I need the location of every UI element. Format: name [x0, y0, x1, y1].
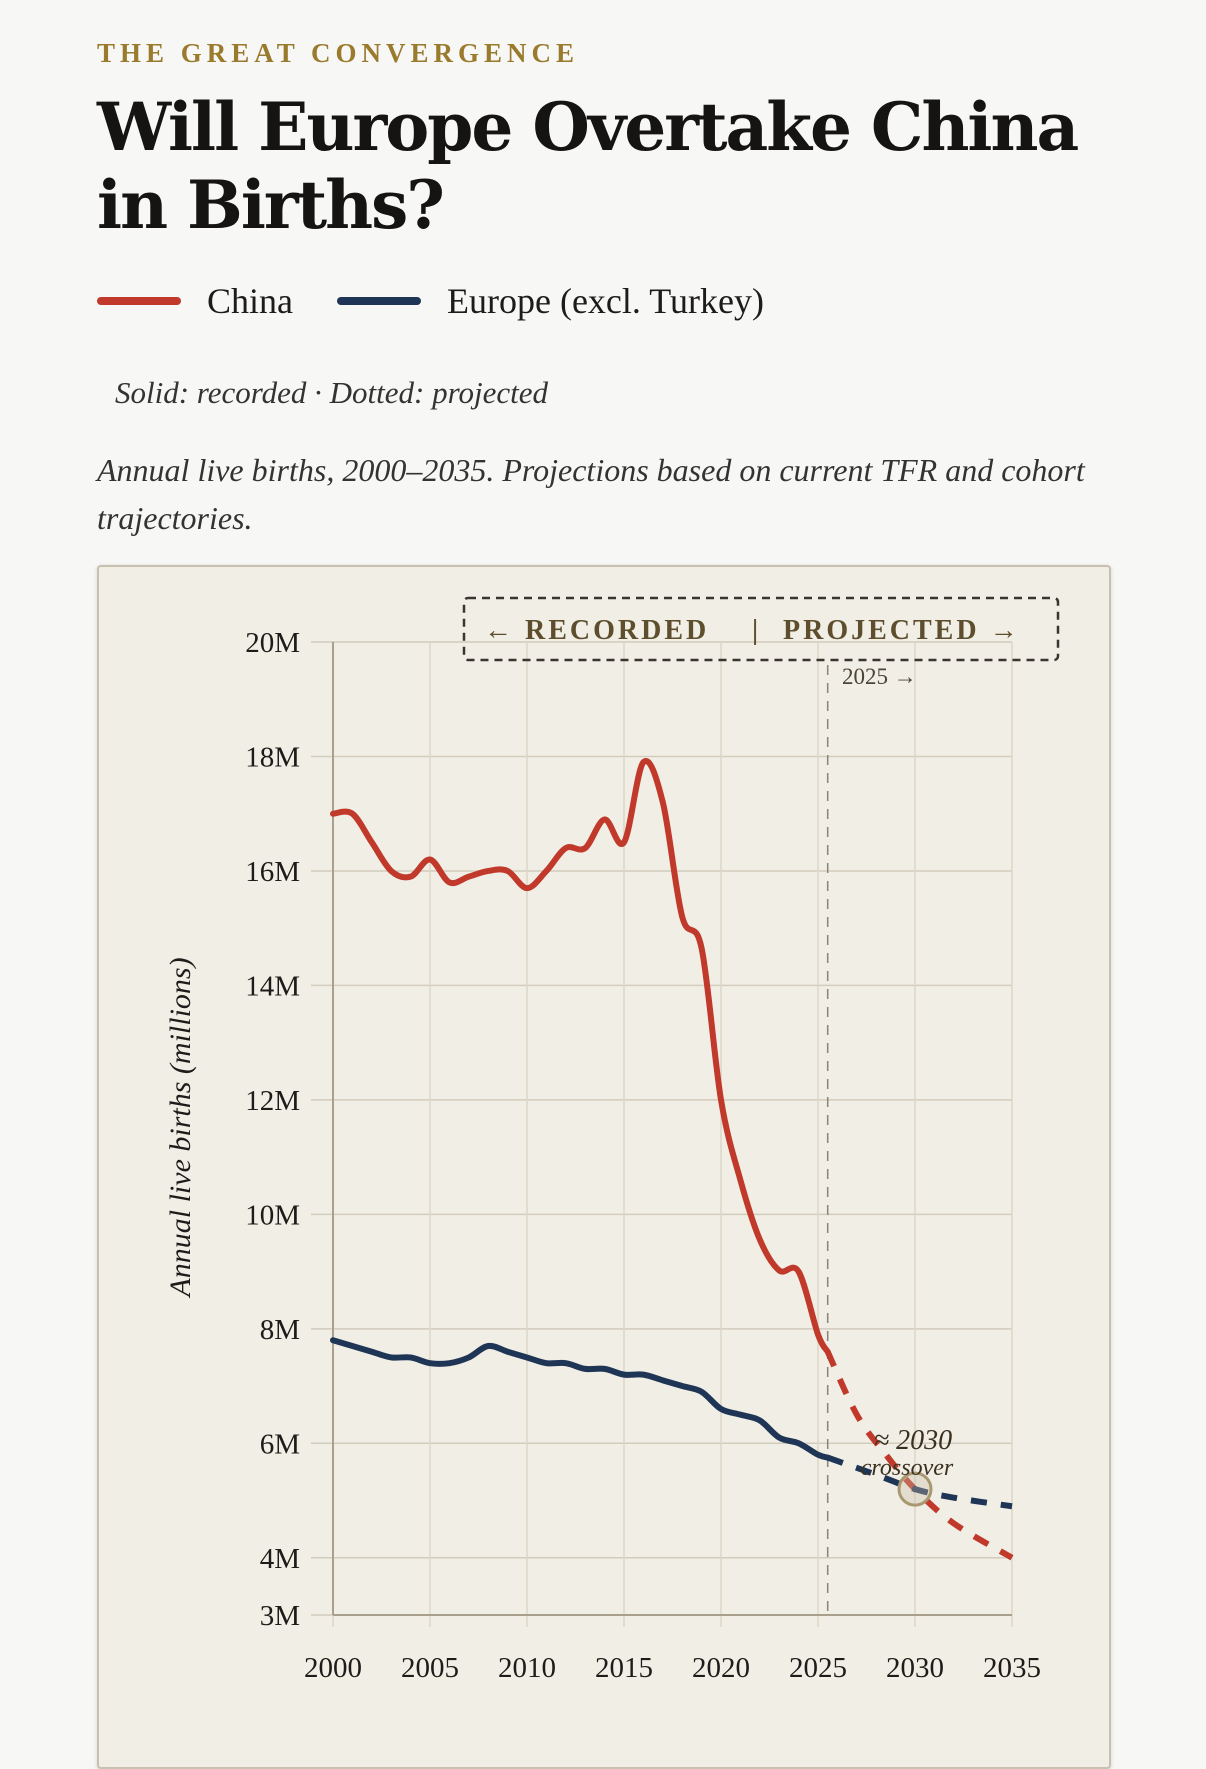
x-tick-label: 2015 [595, 1652, 653, 1684]
page-title: Will Europe Overtake China in Births? [97, 88, 1079, 244]
legend: China Europe (excl. Turkey) [97, 280, 808, 322]
series-line-china-projected [824, 1350, 1014, 1561]
band-recorded-label: ← RECORDED [484, 615, 709, 646]
chart-card [97, 565, 1111, 1769]
series-line-europe-recorded [330, 1337, 831, 1461]
x-tick-label: 2000 [304, 1652, 362, 1684]
kicker: THE GREAT CONVERGENCE [97, 38, 580, 68]
legend-swatch-china [97, 297, 181, 305]
legend-label-china: China [207, 281, 293, 321]
x-tick-label: 2025 [789, 1652, 847, 1684]
x-tick-label: 2030 [886, 1652, 944, 1684]
y-tick-label: 6M [260, 1428, 300, 1460]
legend-swatch-europe [337, 297, 421, 305]
series-line-china-recorded [330, 757, 831, 1355]
crossover-year-label: ≈ 2030 [874, 1425, 952, 1456]
y-tick-label: 10M [245, 1199, 300, 1231]
x-tick-label: 2035 [983, 1652, 1041, 1684]
crossover-marker [897, 1471, 933, 1507]
y-tick-label: 8M [260, 1314, 300, 1346]
recorded-projected-band: ← RECORDED | PROJECTED → 2025 → [462, 596, 1060, 689]
y-tick-label: 18M [245, 741, 300, 773]
y-axis-label: Annual live births (millions) [164, 957, 197, 1298]
legend-label-europe: Europe (excl. Turkey) [447, 281, 764, 321]
x-tick-label: 2020 [692, 1652, 750, 1684]
crossover-label: crossover [861, 1455, 954, 1481]
band-separator: | [752, 615, 761, 646]
series-line-europe-projected [826, 1454, 1013, 1510]
split-year-label: 2025 → [842, 664, 917, 689]
y-tick-label: 12M [245, 1085, 300, 1117]
band-projected-label: PROJECTED → [783, 615, 1021, 646]
grid [311, 641, 1013, 1627]
band-box [462, 596, 1060, 662]
legend-item-china: China [97, 280, 293, 322]
subtitle: Annual live births, 2000–2035. Projectio… [97, 452, 1085, 536]
legend-item-europe: Europe (excl. Turkey) [337, 280, 764, 322]
x-tick-label: 2010 [498, 1652, 556, 1684]
y-tick-label: 4M [260, 1543, 300, 1575]
y-tick-label: 20M [245, 627, 300, 659]
x-tick-label: 2005 [401, 1652, 459, 1684]
y-tick-label: 14M [245, 970, 300, 1002]
y-tick-label: 16M [245, 856, 300, 888]
series-lines [330, 757, 1014, 1561]
y-tick-label: 3M [260, 1600, 300, 1632]
line-style-note: Solid: recorded · Dotted: projected [115, 375, 549, 410]
